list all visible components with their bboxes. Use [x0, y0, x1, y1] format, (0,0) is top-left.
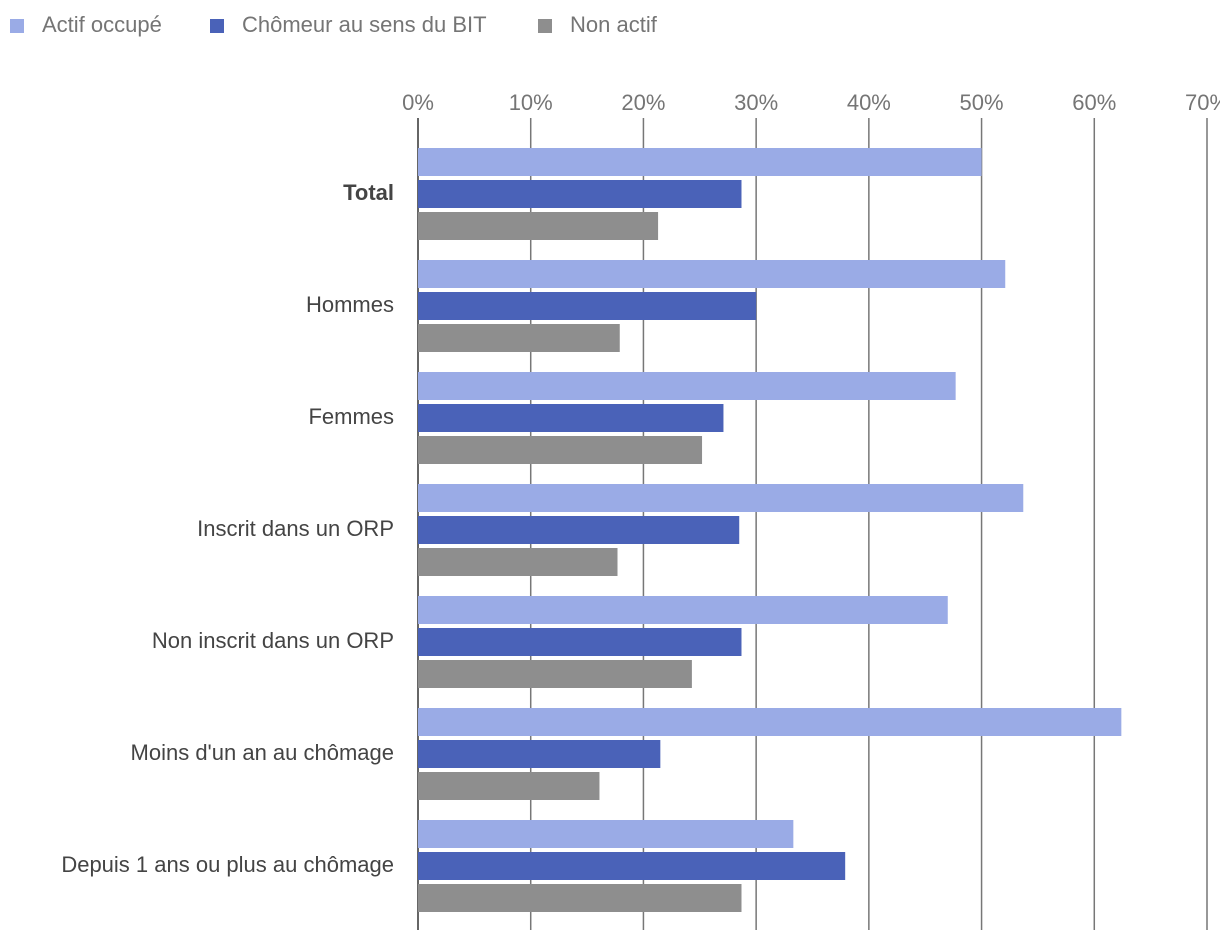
y-tick-label: Hommes: [306, 292, 394, 317]
y-tick-label: Non inscrit dans un ORP: [152, 628, 394, 653]
legend-label: Chômeur au sens du BIT: [242, 12, 487, 37]
bar: [418, 148, 982, 176]
bar: [418, 708, 1122, 736]
x-tick-label: 40%: [847, 90, 891, 115]
bar: [418, 260, 1006, 288]
bar: [418, 820, 794, 848]
legend-swatch: [538, 19, 552, 33]
x-tick-label: 20%: [621, 90, 665, 115]
bar: [418, 772, 600, 800]
legend-swatch: [10, 19, 24, 33]
bar: [418, 212, 659, 240]
bar: [418, 292, 757, 320]
legend-swatch: [210, 19, 224, 33]
bar: [418, 404, 724, 432]
bar: [418, 324, 620, 352]
bar: [418, 884, 742, 912]
x-tick-label: 10%: [509, 90, 553, 115]
y-tick-label: Moins d'un an au chômage: [131, 740, 394, 765]
bar: [418, 628, 742, 656]
y-tick-label: Femmes: [308, 404, 394, 429]
x-tick-label: 30%: [734, 90, 778, 115]
bar: [418, 740, 661, 768]
y-tick-label: Inscrit dans un ORP: [197, 516, 394, 541]
bar: [418, 660, 692, 688]
bar: [418, 484, 1024, 512]
bar: [418, 596, 948, 624]
bar: [418, 548, 618, 576]
bar: [418, 852, 846, 880]
x-tick-label: 70%: [1185, 90, 1220, 115]
bar: [418, 436, 703, 464]
x-tick-label: 50%: [960, 90, 1004, 115]
x-tick-label: 0%: [402, 90, 434, 115]
bar: [418, 516, 740, 544]
bar: [418, 372, 956, 400]
bar: [418, 180, 742, 208]
legend-label: Actif occupé: [42, 12, 162, 37]
y-tick-label: Total: [343, 180, 394, 205]
legend-label: Non actif: [570, 12, 658, 37]
y-tick-label: Depuis 1 ans ou plus au chômage: [61, 852, 394, 877]
x-tick-label: 60%: [1072, 90, 1116, 115]
